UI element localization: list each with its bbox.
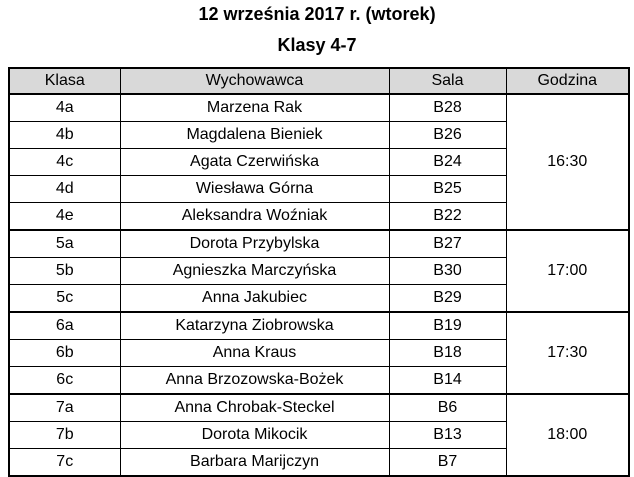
room-cell: B7 bbox=[388, 448, 507, 477]
teacher-cell: Magdalena Bieniek bbox=[119, 121, 390, 149]
teacher-cell: Marzena Rak bbox=[119, 93, 390, 122]
table-row: 7b Dorota Mikocik B13 bbox=[8, 421, 629, 449]
class-cell: 7c bbox=[8, 448, 121, 477]
teacher-cell: Anna Kraus bbox=[119, 339, 390, 367]
table-row: 6c Anna Brzozowska-Bożek B14 bbox=[8, 366, 629, 395]
teacher-cell: Agnieszka Marczyńska bbox=[119, 257, 390, 285]
teacher-cell: Agata Czerwińska bbox=[119, 148, 390, 176]
table-row: 4d Wiesława Górna B25 bbox=[8, 175, 629, 203]
room-cell: B30 bbox=[388, 257, 507, 285]
class-cell: 4d bbox=[8, 175, 121, 203]
teacher-cell: Anna Brzozowska-Bożek bbox=[119, 366, 390, 395]
teacher-cell: Anna Jakubiec bbox=[119, 284, 390, 313]
teacher-cell: Anna Chrobak-Steckel bbox=[119, 393, 390, 422]
room-cell: B27 bbox=[388, 229, 507, 258]
table-row: 5b Agnieszka Marczyńska B30 bbox=[8, 257, 629, 285]
room-cell: B28 bbox=[388, 93, 507, 122]
class-cell: 6b bbox=[8, 339, 121, 367]
table-body: 4a Marzena Rak B28 16:30 4b Magdalena Bieniek… bbox=[8, 93, 630, 477]
teacher-cell: Dorota Przybylska bbox=[119, 229, 390, 258]
subtitle: Klasy 4-7 bbox=[277, 35, 357, 55]
column-header: Wychowawca bbox=[119, 67, 390, 95]
room-cell: B6 bbox=[388, 393, 507, 422]
time-cell: 16:30 bbox=[505, 93, 630, 231]
column-header: Godzina bbox=[505, 67, 630, 95]
class-cell: 4b bbox=[8, 121, 121, 149]
class-cell: 4c bbox=[8, 148, 121, 176]
class-cell: 5b bbox=[8, 257, 121, 285]
teacher-cell: Barbara Marijczyn bbox=[119, 448, 390, 477]
teacher-cell: Dorota Mikocik bbox=[119, 421, 390, 449]
table-row: 4b Magdalena Bieniek B26 bbox=[8, 121, 629, 149]
teacher-cell: Aleksandra Woźniak bbox=[119, 202, 390, 231]
table-row: 4a Marzena Rak B28 16:30 bbox=[8, 93, 630, 231]
table-row: 6b Anna Kraus B18 bbox=[8, 339, 629, 367]
room-cell: B22 bbox=[388, 202, 507, 231]
room-cell: B29 bbox=[388, 284, 507, 313]
class-cell: 7b bbox=[8, 421, 121, 449]
class-cell: 5c bbox=[8, 284, 121, 313]
room-cell: B24 bbox=[388, 148, 507, 176]
room-cell: B18 bbox=[388, 339, 507, 367]
table-row: 6a Katarzyna Ziobrowska B19 17:30 bbox=[8, 311, 630, 395]
room-cell: B25 bbox=[388, 175, 507, 203]
column-header: Sala bbox=[388, 67, 507, 95]
title: 12 września 2017 r. (wtorek) bbox=[198, 4, 436, 24]
time-cell: 18:00 bbox=[505, 393, 630, 477]
class-cell: 4a bbox=[8, 93, 121, 122]
room-cell: B26 bbox=[388, 121, 507, 149]
class-cell: 5a bbox=[8, 229, 121, 258]
class-cell: 7a bbox=[8, 393, 121, 422]
table-row: 5c Anna Jakubiec B29 bbox=[8, 284, 629, 313]
table-row: 4e Aleksandra Woźniak B22 bbox=[8, 202, 629, 231]
room-cell: B14 bbox=[388, 366, 507, 395]
table-row: 7c Barbara Marijczyn B7 bbox=[8, 448, 629, 477]
teacher-cell: Wiesława Górna bbox=[119, 175, 390, 203]
schedule-table: Klasa Wychowawca Sala Godzina 4a Marzena Rak… bbox=[8, 67, 630, 477]
class-cell: 6c bbox=[8, 366, 121, 395]
table-row: 5a Dorota Przybylska B27 17:00 bbox=[8, 229, 630, 313]
table-row: 4c Agata Czerwińska B24 bbox=[8, 148, 629, 176]
room-cell: B13 bbox=[388, 421, 507, 449]
room-cell: B19 bbox=[388, 311, 507, 340]
class-cell: 4e bbox=[8, 202, 121, 231]
time-cell: 17:30 bbox=[505, 311, 630, 395]
class-cell: 6a bbox=[8, 311, 121, 340]
table-row: 7a Anna Chrobak-Steckel B6 18:00 bbox=[8, 393, 630, 477]
teacher-cell: Katarzyna Ziobrowska bbox=[119, 311, 390, 340]
column-header: Klasa bbox=[8, 67, 121, 95]
time-cell: 17:00 bbox=[505, 229, 630, 313]
header-row: Klasa Wychowawca Sala Godzina bbox=[8, 67, 630, 95]
